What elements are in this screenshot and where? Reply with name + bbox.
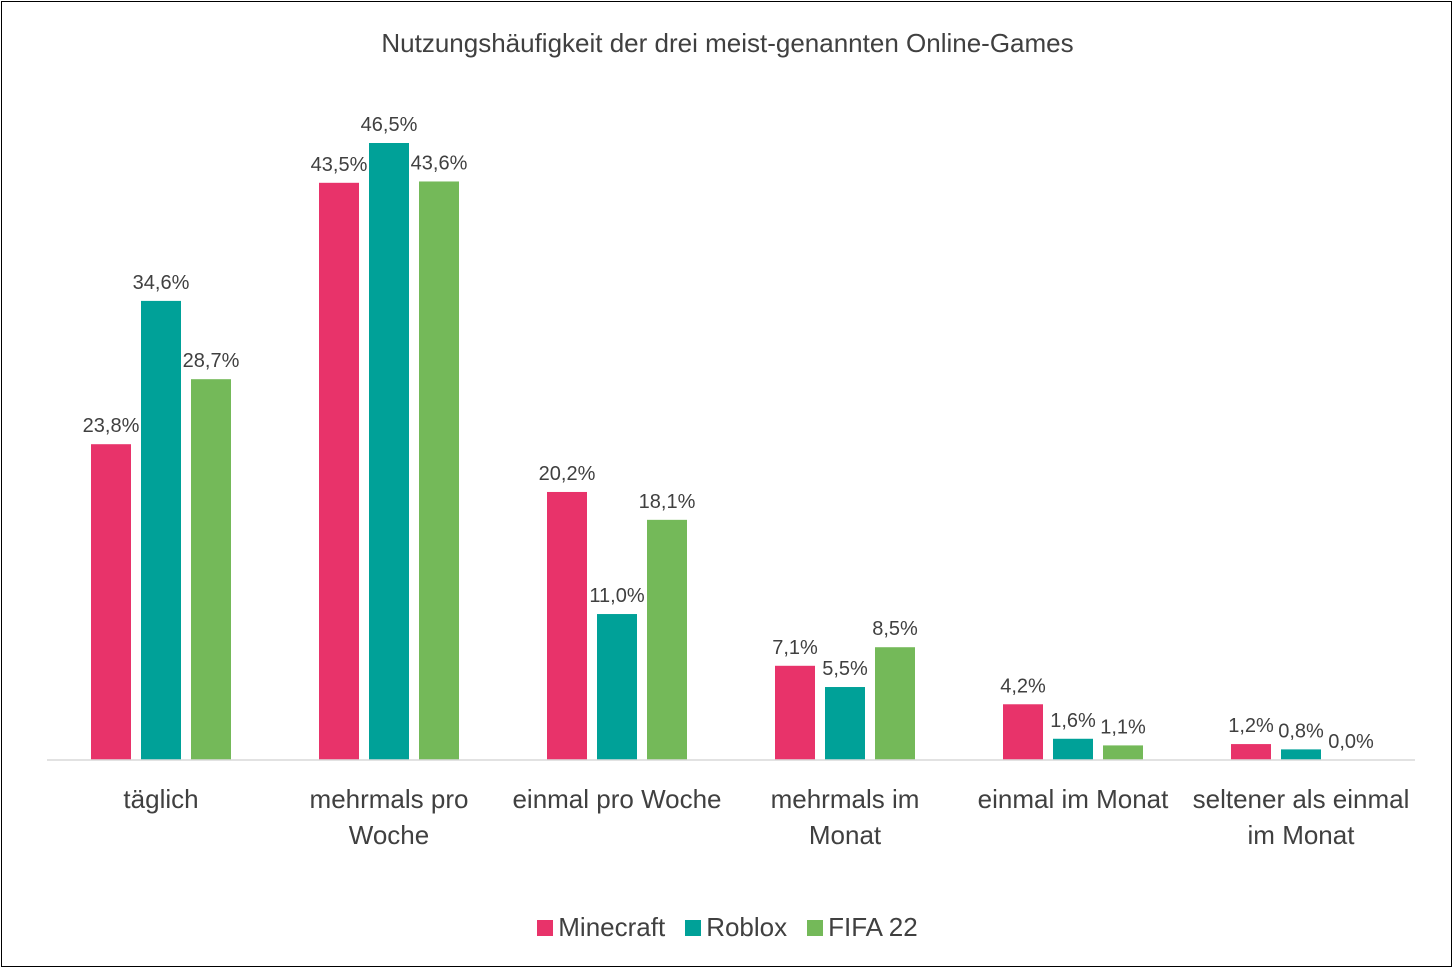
x-tick-label: einmal pro Woche [512, 784, 722, 814]
data-label: 0,0% [1328, 731, 1374, 753]
data-label: 0,8% [1278, 720, 1324, 742]
x-tick-label: mehrmals pro Woche [309, 784, 469, 850]
data-label: 11,0% [589, 585, 644, 607]
x-tick-label: einmal im Monat [977, 784, 1169, 814]
legend-swatch [685, 919, 702, 936]
data-label: 43,5% [311, 154, 368, 176]
bar [875, 647, 915, 760]
bar [1231, 744, 1271, 760]
data-label: 46,5% [361, 114, 418, 136]
data-label: 34,6% [133, 272, 190, 294]
bar [1053, 738, 1093, 760]
bar [547, 491, 587, 760]
data-label: 23,8% [83, 415, 140, 437]
data-label: 1,2% [1228, 715, 1274, 737]
data-label: 4,2% [1000, 675, 1046, 697]
bar [141, 300, 181, 760]
data-label: 1,1% [1100, 716, 1146, 738]
legend-item: Minecraft [537, 912, 665, 943]
legend-swatch [807, 919, 824, 936]
chart-title: Nutzungshäufigkeit der drei meist-genann… [381, 28, 1074, 58]
legend: Minecraft Roblox FIFA 22 [0, 912, 1455, 943]
bar [597, 614, 637, 760]
data-label: 1,6% [1050, 710, 1096, 732]
legend-swatch [537, 919, 554, 936]
data-label: 43,6% [411, 152, 468, 174]
data-label: 8,5% [872, 618, 918, 640]
legend-item: FIFA 22 [807, 912, 918, 943]
legend-label: Roblox [706, 912, 788, 942]
bar [369, 143, 409, 760]
data-label: 18,1% [639, 491, 696, 513]
x-tick-label: mehrmals im Monat [770, 784, 920, 850]
data-label: 5,5% [822, 658, 868, 680]
data-label: 28,7% [183, 350, 240, 372]
x-tick-label: seltener als einmal im Monat [1192, 784, 1410, 850]
bar [775, 665, 815, 760]
bar [1281, 749, 1321, 760]
x-tick-label: täglich [123, 784, 199, 814]
bar [419, 181, 459, 761]
legend-label: FIFA 22 [828, 912, 918, 942]
legend-label: Minecraft [558, 912, 666, 942]
data-label: 20,2% [539, 463, 596, 485]
bar [1103, 745, 1143, 760]
bar [91, 444, 131, 760]
legend-item: Roblox [685, 912, 787, 943]
bar [1003, 704, 1043, 760]
data-label: 7,1% [772, 637, 818, 659]
bar [647, 519, 687, 760]
bar [825, 687, 865, 760]
bar [191, 379, 231, 760]
bar [319, 182, 359, 760]
